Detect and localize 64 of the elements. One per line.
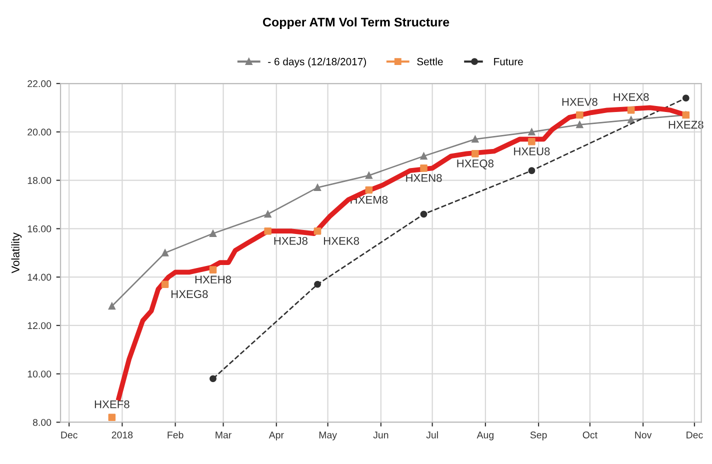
point [162, 249, 169, 256]
annotation: HXEG8 [172, 290, 208, 298]
annotation: HXEQ8 [457, 160, 494, 170]
x-tick-label: Oct [582, 432, 598, 438]
point [420, 164, 428, 172]
point [210, 230, 216, 237]
x-tick-label: Mar [216, 432, 232, 438]
annotation: HXEF8 [94, 400, 130, 408]
point [108, 414, 116, 422]
point [682, 94, 690, 102]
annotation: HXEV8 [562, 98, 598, 106]
x-tick-label: Jul [426, 431, 438, 438]
point [209, 266, 217, 274]
y-tick-label: 18.00 [28, 177, 52, 184]
x-tick-label: May [319, 432, 337, 440]
x-tick-label: Nov [635, 432, 652, 438]
point [576, 121, 584, 128]
y-tick-label: 10.00 [28, 370, 52, 378]
point [420, 210, 428, 218]
point [627, 106, 635, 114]
y-tick-label: 22.00 [28, 80, 52, 88]
point [264, 210, 272, 218]
point [472, 136, 479, 143]
y-tick-label: 16.00 [28, 225, 52, 232]
legend-label: Future [494, 58, 523, 66]
legend-label: - 6 days (12/18/2017) [268, 58, 366, 68]
x-tick-label: Feb [168, 431, 184, 438]
annotation: HXEX8 [614, 93, 649, 101]
point [576, 111, 584, 119]
point [365, 186, 373, 194]
annotation: HXEU8 [514, 147, 550, 156]
annotation: HXEN8 [406, 174, 442, 182]
x-tick-label: Dec [61, 432, 78, 438]
point [472, 150, 479, 158]
point [108, 302, 116, 310]
legend-label: Settle [417, 58, 443, 66]
x-tick-label: 2018 [112, 432, 133, 438]
x-tick-label: Apr [268, 432, 284, 440]
y-tick-label: 8.00 [32, 418, 52, 426]
annotation: HXEJ8 [274, 236, 308, 245]
point [528, 167, 536, 174]
x-tick-label: Sep [530, 432, 547, 440]
point [161, 280, 169, 288]
y-tick-label: 14.00 [28, 274, 52, 281]
point [528, 138, 536, 146]
chart-title: Copper ATM Vol Term Structure [262, 17, 450, 30]
point [314, 184, 321, 192]
y-tick-label: 12.00 [28, 322, 52, 330]
point [314, 227, 322, 235]
x-tick-label: Dec [686, 432, 703, 438]
point [528, 128, 536, 136]
point [210, 375, 216, 382]
point [365, 172, 372, 179]
point [420, 152, 428, 160]
x-tick-label: Aug [476, 432, 494, 440]
y-axis-title: Volatility [11, 232, 22, 274]
point [314, 280, 321, 288]
point [628, 116, 635, 124]
x-tick-label: Jun [373, 432, 388, 438]
annotation: HXEH8 [195, 276, 232, 284]
point [264, 227, 272, 235]
y-tick-label: 20.00 [28, 128, 52, 136]
annotation: HXEZ8 [668, 120, 704, 129]
annotation: HXEK8 [324, 236, 360, 245]
